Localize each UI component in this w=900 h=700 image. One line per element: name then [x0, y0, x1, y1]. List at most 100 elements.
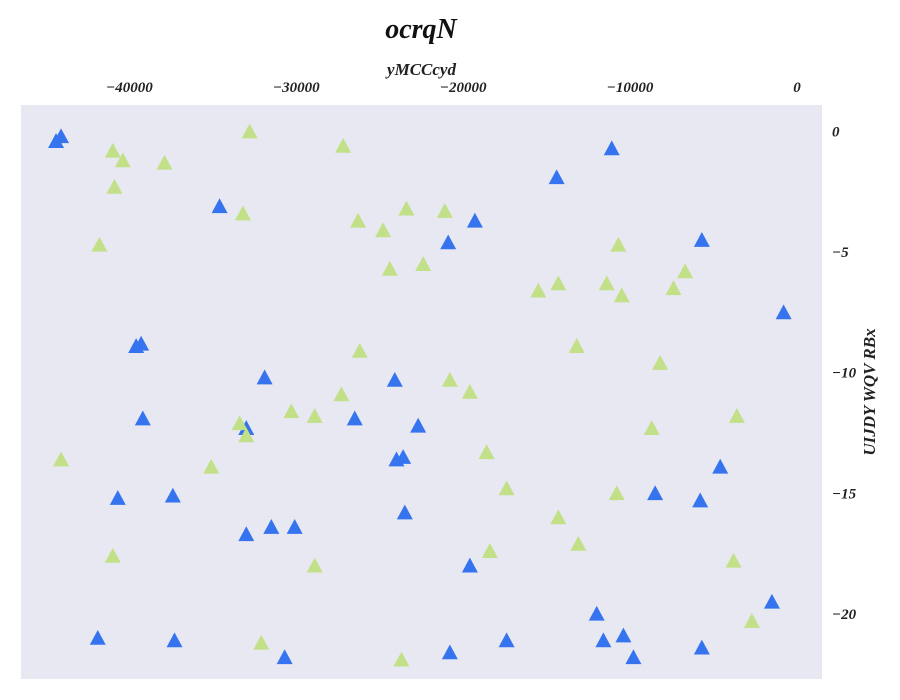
data-point-series-1	[286, 519, 303, 534]
data-point-series-2	[381, 261, 398, 276]
data-point-series-2	[530, 282, 547, 298]
chart-title: ocrqN	[385, 14, 457, 45]
y-tick-label: −15	[832, 486, 857, 502]
data-point-series-2	[441, 371, 458, 387]
data-points	[48, 123, 792, 667]
data-point-series-2	[231, 415, 248, 431]
data-point-series-2	[610, 236, 627, 252]
data-point-series-1	[693, 639, 710, 655]
data-point-series-2	[393, 651, 410, 667]
data-point-series-1	[211, 198, 228, 214]
data-point-series-2	[283, 403, 300, 419]
data-point-series-2	[608, 485, 625, 501]
data-point-series-1	[276, 649, 293, 665]
data-point-series-2	[415, 256, 432, 271]
x-tick-label: −10000	[607, 80, 654, 96]
data-point-series-1	[712, 458, 729, 474]
y-axis-ticks: 0 −5 −10 −15 −20	[832, 125, 857, 623]
y-tick-label: −5	[832, 245, 849, 261]
data-point-series-2	[203, 458, 220, 474]
data-point-series-2	[351, 343, 368, 358]
data-point-series-2	[306, 408, 323, 423]
data-point-series-2	[728, 408, 745, 423]
data-point-series-1	[263, 519, 280, 534]
x-tick-label: −20000	[440, 80, 487, 96]
data-point-series-1	[89, 630, 106, 645]
data-point-series-2	[104, 142, 121, 158]
data-point-series-1	[625, 649, 642, 665]
data-point-series-1	[396, 504, 413, 520]
data-point-series-1	[164, 487, 181, 503]
data-point-series-2	[568, 338, 585, 353]
data-point-series-2	[335, 138, 352, 153]
data-point-series-2	[104, 548, 121, 563]
data-point-series-1	[461, 557, 478, 573]
x-axis-ticks: −40000 −30000 −20000 −10000 0	[106, 80, 801, 96]
data-point-series-1	[775, 304, 792, 320]
data-point-series-1	[166, 632, 183, 648]
data-point-series-1	[410, 417, 427, 433]
data-point-series-1	[595, 632, 612, 648]
data-point-series-2	[498, 480, 515, 496]
data-point-series-1	[238, 526, 255, 542]
data-point-series-2	[53, 451, 70, 467]
data-point-series-2	[481, 543, 498, 558]
data-point-series-2	[436, 203, 453, 218]
data-point-series-2	[350, 212, 367, 228]
data-point-series-1	[588, 605, 605, 621]
y-tick-label: −20	[832, 607, 857, 623]
y-tick-label: −10	[832, 366, 857, 382]
data-point-series-1	[615, 627, 632, 643]
data-point-series-2	[643, 420, 660, 435]
data-point-series-1	[134, 410, 151, 426]
data-point-series-2	[241, 123, 258, 139]
data-point-series-2	[652, 355, 669, 370]
data-point-series-2	[333, 386, 350, 402]
data-point-series-1	[498, 632, 515, 648]
data-point-series-1	[693, 232, 710, 247]
data-point-series-2	[570, 535, 587, 551]
data-point-series-1	[763, 593, 780, 609]
data-point-series-2	[461, 384, 478, 399]
data-point-series-1	[133, 335, 150, 351]
data-point-series-2	[743, 613, 760, 628]
data-point-series-1	[395, 449, 412, 464]
data-point-series-1	[466, 212, 483, 228]
data-point-series-2	[253, 634, 270, 650]
y-tick-label: 0	[832, 125, 840, 141]
data-point-series-2	[375, 222, 392, 238]
data-point-series-2	[238, 427, 255, 443]
data-point-series-2	[677, 263, 694, 279]
x-tick-label: −30000	[273, 80, 320, 96]
x-tick-label: −40000	[106, 80, 153, 96]
data-point-series-2	[665, 280, 682, 296]
data-point-series-2	[114, 152, 131, 168]
data-point-series-2	[550, 509, 567, 525]
data-point-series-1	[692, 492, 709, 508]
data-point-series-1	[548, 169, 565, 185]
data-point-series-1	[603, 140, 620, 156]
data-point-series-2	[398, 200, 415, 216]
x-tick-label: 0	[793, 80, 801, 96]
data-point-series-1	[386, 371, 403, 387]
data-point-series-2	[598, 275, 615, 291]
data-point-series-2	[106, 179, 123, 194]
data-point-series-2	[613, 287, 630, 303]
data-point-series-1	[441, 644, 458, 660]
data-point-series-2	[306, 557, 323, 573]
data-point-series-1	[647, 485, 664, 501]
data-point-series-1	[440, 234, 457, 250]
data-point-series-1	[346, 410, 363, 426]
plot-area	[21, 105, 822, 679]
data-point-series-1	[109, 490, 126, 505]
x-axis-label: yMCCcyd	[387, 60, 456, 79]
data-point-series-1	[53, 128, 70, 144]
data-point-series-2	[234, 205, 251, 221]
data-point-series-2	[91, 236, 108, 252]
data-point-series-2	[478, 444, 495, 460]
data-point-series-2	[725, 552, 742, 568]
data-point-series-1	[256, 369, 273, 385]
data-point-series-2	[156, 154, 173, 170]
data-point-series-2	[550, 275, 567, 291]
